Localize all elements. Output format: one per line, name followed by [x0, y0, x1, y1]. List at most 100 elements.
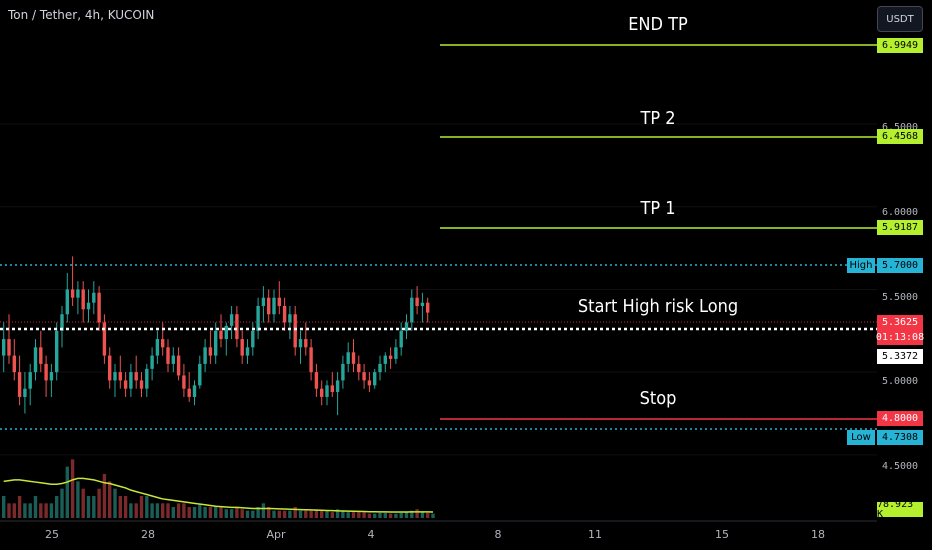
- volume-ma-line: [3, 477, 434, 513]
- volume-bar: [102, 474, 107, 518]
- candle-body: [224, 325, 228, 340]
- candle: [240, 330, 244, 364]
- candle-body: [118, 372, 122, 381]
- candle-body: [39, 347, 43, 364]
- candle-body: [161, 339, 165, 348]
- candle-body: [346, 352, 350, 364]
- volume-bar: [2, 496, 6, 518]
- stop-text: Stop: [639, 388, 677, 409]
- volume-bar: [346, 512, 350, 518]
- candle-body: [44, 363, 48, 381]
- volume-bar: [76, 481, 80, 518]
- candle-body: [341, 363, 345, 381]
- currency-button[interactable]: USDT: [877, 6, 923, 32]
- time-tick: 11: [588, 528, 602, 541]
- candle-body: [208, 347, 213, 356]
- candle-body: [102, 322, 107, 356]
- volume-bar: [320, 510, 324, 518]
- candle-body: [298, 339, 303, 348]
- candle-body: [320, 388, 324, 397]
- time-tick: 28: [141, 528, 155, 541]
- candle: [81, 281, 85, 323]
- candle: [203, 339, 207, 373]
- candle: [108, 347, 112, 389]
- volume-bar: [420, 512, 425, 518]
- candle: [341, 355, 345, 389]
- stop-price-tag[interactable]: 4.8000: [877, 411, 923, 426]
- candle: [229, 305, 234, 340]
- time-tick: 25: [45, 528, 59, 541]
- candle-body: [214, 330, 218, 356]
- candle: [102, 314, 107, 364]
- candle: [330, 372, 334, 397]
- candle-body: [176, 355, 181, 376]
- volume-bar: [261, 503, 266, 518]
- candle-body: [245, 347, 250, 356]
- candle: [261, 286, 266, 323]
- last-price-tag[interactable]: 5.3625: [877, 315, 923, 330]
- volume-bar: [224, 509, 228, 518]
- candle-body: [76, 289, 80, 298]
- candle: [12, 339, 16, 381]
- candle: [155, 330, 160, 364]
- candle-body: [219, 330, 223, 340]
- candle-body: [192, 385, 197, 397]
- volume-bar: [139, 496, 144, 518]
- candle-body: [23, 388, 27, 397]
- tp2-price-tag[interactable]: 6.4568: [877, 129, 923, 144]
- candle: [70, 256, 75, 306]
- time-tick: 4: [367, 528, 375, 541]
- candle: [192, 380, 197, 406]
- symbol-title[interactable]: Ton / Tether, 4h, KUCOIN: [8, 8, 155, 22]
- volume-bar: [309, 510, 313, 518]
- candle: [145, 363, 149, 397]
- candle-body: [272, 297, 276, 315]
- candle-body: [60, 314, 64, 331]
- candle-body: [70, 289, 75, 298]
- end-tp-price-tag[interactable]: 6.9949: [877, 38, 923, 53]
- candle: [256, 297, 260, 340]
- candle-body: [261, 297, 266, 306]
- volume-bar: [219, 507, 223, 518]
- candle: [28, 363, 32, 406]
- candle: [60, 305, 64, 348]
- candle: [251, 322, 255, 356]
- candle-body: [282, 305, 287, 323]
- candle: [224, 322, 228, 356]
- volume-bar: [192, 507, 197, 518]
- candle-body: [240, 339, 244, 356]
- candle-body: [325, 385, 329, 397]
- volume-bar: [325, 510, 329, 518]
- candle: [129, 363, 133, 397]
- candle: [426, 297, 430, 323]
- candle: [139, 372, 144, 397]
- candle: [399, 322, 403, 356]
- volume-bar: [277, 510, 281, 518]
- candle-body: [378, 363, 382, 373]
- volume-bar: [388, 513, 393, 518]
- candle-body: [404, 322, 409, 331]
- volume-bar: [39, 503, 43, 518]
- volume-bar: [65, 466, 69, 518]
- end-tp-text: END TP: [628, 14, 688, 35]
- volume-bars: [2, 459, 435, 518]
- volume-bar: [12, 503, 16, 518]
- candle: [383, 352, 387, 373]
- candle: [388, 347, 393, 369]
- volume-bar: [166, 503, 170, 518]
- volume-bar: [282, 510, 287, 518]
- tp1-price-tag[interactable]: 5.9187: [877, 220, 923, 235]
- tp2-text: TP 2: [640, 108, 676, 129]
- volume-bar: [426, 512, 430, 518]
- chart-grid: [0, 123, 877, 456]
- candle: [44, 355, 48, 397]
- volume-bar: [256, 507, 260, 518]
- candle-body: [357, 363, 361, 373]
- volume-bar: [33, 496, 38, 518]
- price-tick: 5.0000: [881, 375, 919, 387]
- volume-bar: [81, 488, 85, 518]
- time-tick: 8: [494, 528, 502, 541]
- candle: [404, 314, 409, 340]
- candle-body: [33, 347, 38, 373]
